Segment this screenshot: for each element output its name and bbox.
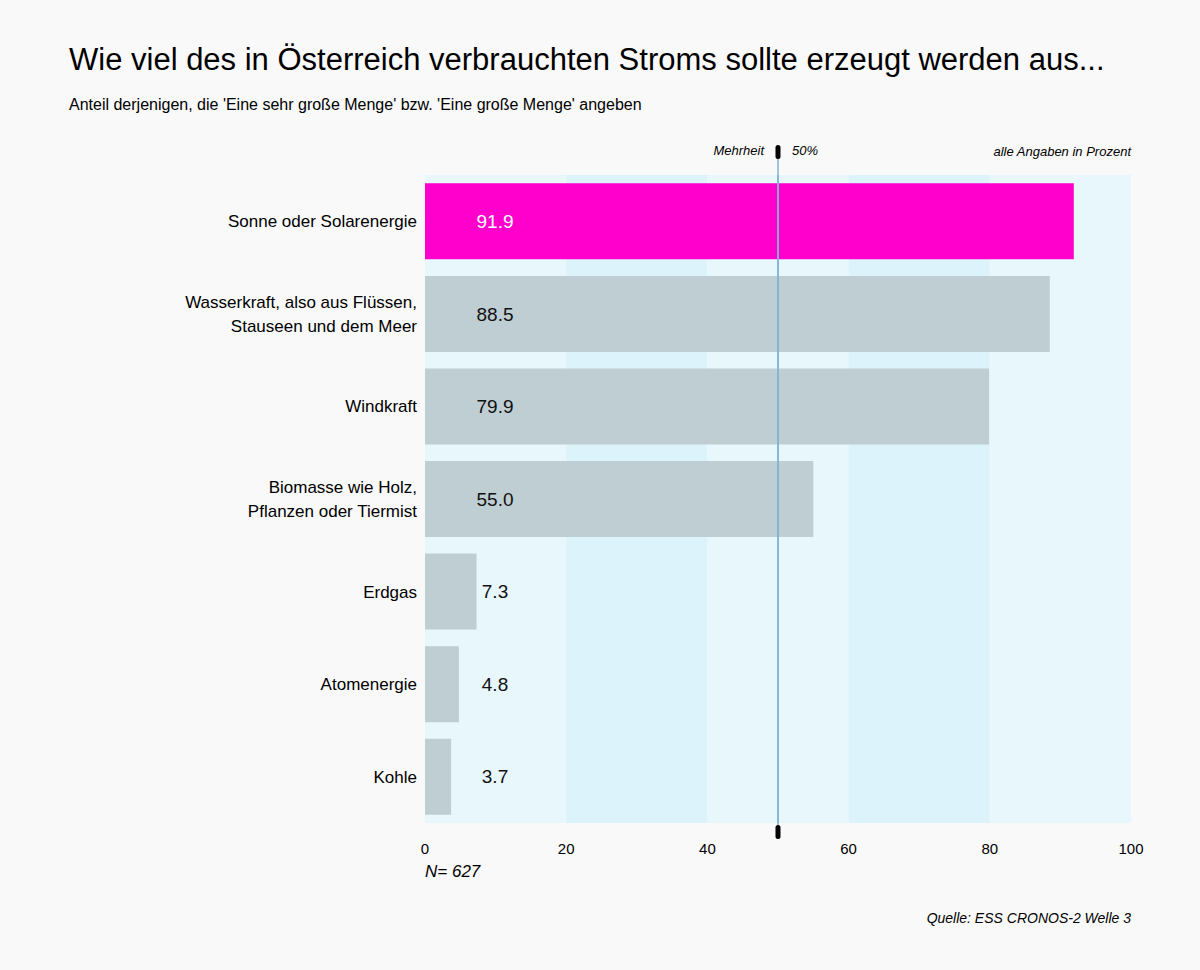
svg-text:Erdgas: Erdgas [363, 583, 417, 602]
svg-text:Biomasse wie Holz,Pflanzen ode: Biomasse wie Holz,Pflanzen oder Tiermist [248, 478, 417, 521]
svg-text:60: 60 [840, 840, 857, 857]
svg-text:79.9: 79.9 [477, 396, 514, 417]
svg-text:Mehrheit: Mehrheit [713, 143, 765, 158]
html-text:Wie viel des in Österreich ver: Wie viel des in Österreich verbrauchten … [69, 42, 1105, 77]
svg-text:Kohle: Kohle [374, 768, 417, 787]
html-text:N= 627: N= 627 [425, 862, 481, 881]
svg-text:91.9: 91.9 [477, 211, 514, 232]
svg-text:4.8: 4.8 [482, 674, 508, 695]
svg-text:3.7: 3.7 [482, 766, 508, 787]
html-text:Anteil derjenigen, die 'Eine s: Anteil derjenigen, die 'Eine sehr große … [69, 96, 642, 113]
svg-text:80: 80 [981, 840, 998, 857]
svg-text:Wasserkraft, also aus Flüssen,: Wasserkraft, also aus Flüssen,Stauseen u… [185, 293, 417, 336]
html-text:alle Angaben in Prozent: alle Angaben in Prozent [993, 144, 1131, 159]
svg-text:20: 20 [558, 840, 575, 857]
svg-text:Sonne oder Solarenergie: Sonne oder Solarenergie [228, 212, 417, 231]
svg-text:Atomenergie: Atomenergie [321, 675, 417, 694]
svg-text:7.3: 7.3 [482, 581, 508, 602]
svg-text:100: 100 [1118, 840, 1143, 857]
svg-text:0: 0 [421, 840, 429, 857]
svg-text:88.5: 88.5 [477, 304, 514, 325]
svg-text:55.0: 55.0 [477, 489, 514, 510]
svg-text:Windkraft: Windkraft [345, 397, 417, 416]
html-text:Quelle: ESS CRONOS-2 Welle 3: Quelle: ESS CRONOS-2 Welle 3 [926, 910, 1131, 926]
svg-text:50%: 50% [792, 143, 818, 158]
svg-text:40: 40 [699, 840, 716, 857]
